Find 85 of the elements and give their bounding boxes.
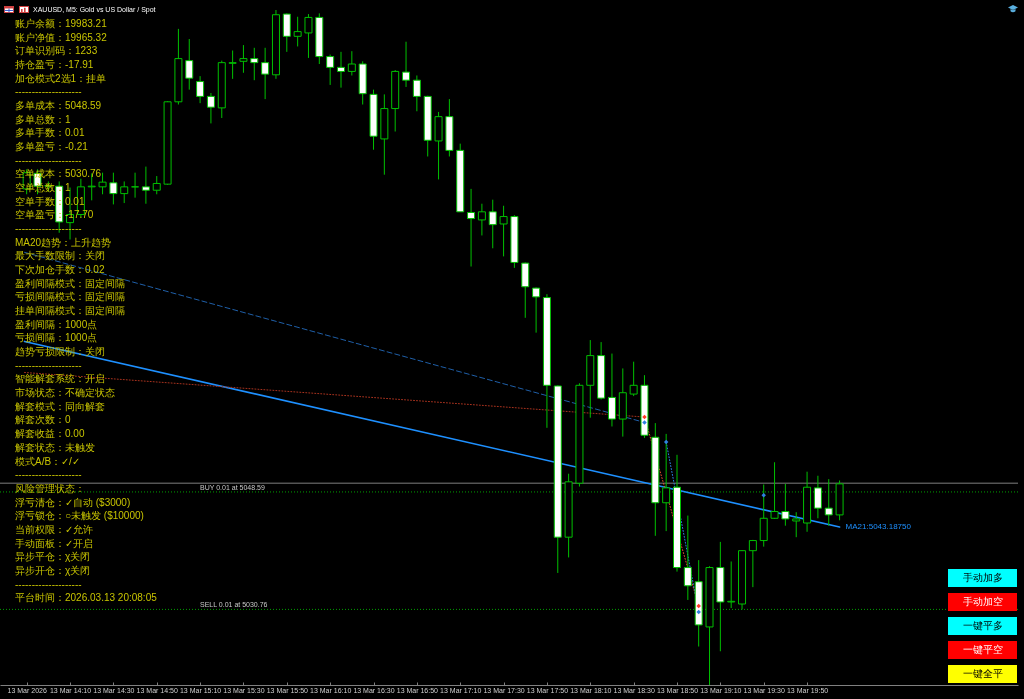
candlestick	[477, 203, 486, 236]
annotation: 下次加仓手数：0.02	[15, 263, 105, 277]
point	[642, 420, 647, 425]
annotation: 解套状态：未触发	[15, 440, 95, 455]
annotation: 加仓模式2选1：挂单	[15, 71, 107, 86]
candlestick	[759, 484, 768, 548]
candlestick	[185, 38, 194, 91]
candlestick	[228, 50, 237, 80]
annotation: 解套收益：0.00	[15, 427, 85, 441]
button[interactable]: 一键平空	[948, 641, 1017, 659]
point	[663, 439, 669, 445]
candlestick	[629, 361, 638, 397]
annotation: MA20趋势：上升趋势	[15, 235, 112, 250]
candlestick	[824, 478, 833, 527]
candlestick	[141, 166, 150, 205]
candlestick	[282, 12, 291, 53]
annotation: 模式A/B：✓/✓	[15, 454, 80, 469]
candlestick	[337, 51, 345, 89]
candlestick	[120, 180, 129, 204]
candlestick	[152, 175, 161, 195]
candlestick	[532, 286, 541, 334]
annotation: 亏损间隔：1000点	[15, 331, 98, 346]
annotation: 智能解套系统：开启	[15, 372, 105, 387]
candlestick	[813, 475, 822, 519]
candlestick	[239, 44, 248, 74]
candlestick	[206, 92, 215, 124]
annotation: 持仓盈亏：-17.91	[15, 58, 94, 72]
annotation: 多单总数：1	[15, 112, 71, 127]
button[interactable]: 一键全平	[948, 665, 1017, 683]
button[interactable]: 手动加空	[948, 593, 1017, 611]
annotation: 账户净值：19965.32	[15, 30, 107, 45]
annotation: 盈利间隔模式：固定间隔	[15, 276, 125, 291]
annotation: 异步平仓：χ关闭	[15, 550, 91, 564]
candlestick	[748, 539, 757, 588]
button[interactable]: 一键平多	[948, 617, 1017, 635]
annotation: 风险管理状态：	[15, 481, 85, 496]
annotation: 异步开仓：χ关闭	[15, 563, 91, 578]
candlestick	[521, 261, 530, 319]
annotation: 平台时间：2026.03.13 20:08:05	[15, 591, 157, 605]
annotation: 当前权限：✓允许	[15, 522, 93, 537]
candlestick	[347, 50, 356, 76]
candlestick	[304, 13, 313, 59]
candlestick	[792, 511, 801, 538]
annotation: 盈利间隔：1000点	[15, 317, 98, 332]
annotation: 解套次数：0	[15, 413, 71, 428]
candlestick	[467, 188, 476, 267]
candlestick	[727, 560, 736, 609]
candlestick	[607, 353, 616, 427]
annotation: 挂单间隔模式：固定间隔	[15, 304, 125, 318]
candlestick	[683, 515, 692, 601]
button[interactable]: 手动加多	[948, 569, 1017, 587]
annotation: --------------------	[15, 358, 82, 373]
annotation: 亏损间隔模式：固定间隔	[15, 290, 125, 305]
point	[696, 609, 701, 615]
point	[761, 493, 766, 498]
annotation: 账户余额：19983.21	[15, 17, 107, 31]
annotation: 多单手数：0.01	[15, 126, 85, 141]
annotation: --------------------	[15, 468, 82, 482]
candlestick	[499, 205, 508, 257]
annotation: 手动面板：✓开启	[15, 536, 93, 551]
candlestick	[293, 16, 302, 47]
annotation: 最大手数限制：关闭	[15, 249, 105, 264]
annotation: --------------------	[15, 85, 82, 100]
candlestick	[412, 74, 421, 112]
candlestick	[326, 54, 335, 86]
candlestick	[196, 75, 205, 104]
annotation: --------------------	[15, 222, 82, 236]
annotation: 浮亏清仓：✓自动 ($3000)	[15, 495, 131, 510]
candlestick	[250, 47, 259, 81]
candlestick	[402, 41, 411, 88]
series-label: MA21:5043.18750	[845, 522, 912, 532]
candlestick	[109, 172, 118, 205]
annotation: 多单盈亏：-0.21	[15, 140, 88, 154]
annotation: --------------------	[15, 577, 82, 592]
annotation: 解套模式：同向解套	[15, 399, 105, 414]
candlestick	[488, 199, 497, 249]
annotation: 多单成本：5048.59	[15, 99, 102, 113]
candlestick	[131, 172, 140, 199]
annotation: 订单识别码：1233	[15, 44, 98, 59]
annotation: 浮亏锁仓：○未触发 ($10000)	[15, 509, 144, 523]
candlestick	[781, 483, 790, 527]
candlestick	[770, 461, 779, 520]
candlestick	[261, 47, 270, 100]
annotation: --------------------	[15, 153, 82, 168]
annotation: 市场状态：不确定状态	[15, 386, 115, 400]
